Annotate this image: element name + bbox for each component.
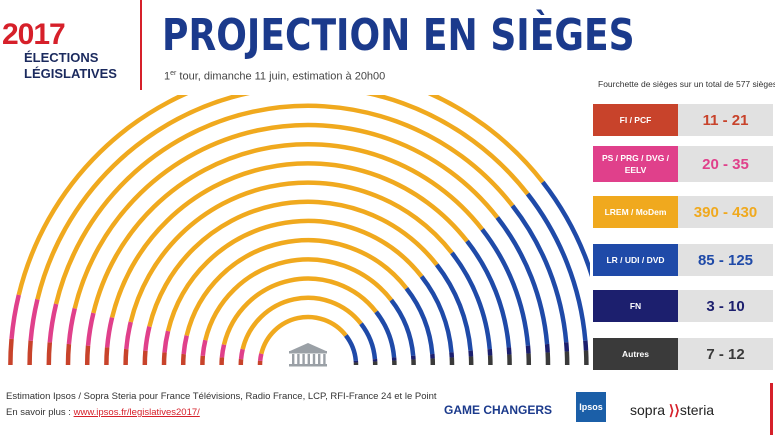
hemicycle-arc-segment — [16, 95, 545, 296]
game-changers-tagline: GAME CHANGERS — [444, 403, 553, 417]
hemicycle-arc-segment — [123, 348, 129, 366]
hemicycle-arc-segment — [359, 322, 378, 360]
hemicycle-arc-segment — [583, 340, 589, 351]
hemicycle-arc-segment — [541, 180, 590, 278]
hemicycle-arc-segment — [104, 316, 115, 348]
hemicycle-arc-segment — [389, 298, 416, 356]
party-name: Autres — [593, 338, 678, 370]
hemicycle-arc-segment — [465, 239, 512, 348]
hemicycle-arc-segment — [165, 218, 424, 332]
party-seat-range: 3 - 10 — [678, 290, 773, 322]
party-seat-range: 85 - 125 — [678, 244, 773, 276]
logo-year: 2017 — [2, 18, 66, 51]
hemicycle-arc-segment — [124, 321, 133, 350]
party-seat-range: 20 - 35 — [678, 146, 773, 182]
party-seat-range: 11 - 21 — [678, 104, 773, 136]
party-row: LR / UDI / DVD 85 - 125 — [593, 244, 773, 276]
footer-source: Estimation Ipsos / Sopra Steria pour Fra… — [6, 391, 437, 402]
hemicycle-arc-segment — [47, 303, 59, 343]
hemicycle-arc-segment — [419, 275, 454, 353]
hemicycle-arc-segment — [66, 307, 77, 345]
hemicycle-arc-segment — [257, 353, 264, 362]
hemicycle-arc-segment — [161, 352, 167, 366]
hemicycle-arc-segment — [480, 227, 531, 346]
hemicycle-arc-segment — [238, 348, 245, 360]
hemicycle-arc-segment — [200, 339, 208, 356]
hemicycle-arc-segment — [84, 345, 91, 366]
hemicycle-arc-segment — [162, 330, 171, 353]
footer-link[interactable]: www.ipsos.fr/legislatives2017/ — [73, 407, 200, 418]
hemicycle-arc-segment — [27, 340, 33, 366]
sopra-word: sopra — [630, 402, 666, 418]
hemicycle-arc-segment — [259, 314, 348, 355]
party-name: LR / UDI / DVD — [593, 244, 678, 276]
subtitle-round-suffix: er — [170, 70, 177, 77]
sopra-steria-logo: sopra ⟩⟩steria — [630, 402, 714, 419]
logo-line-elections: ÉLECTIONS — [24, 50, 99, 65]
party-row: FI / PCF 11 - 21 — [593, 104, 773, 136]
hemicycle-arc-segment — [344, 334, 359, 362]
hemicycle-arc-segment — [434, 263, 473, 351]
hemicycle-arc-segment — [221, 276, 378, 346]
hemicycle-arc-segment — [404, 286, 435, 355]
hemicycle-arc-segment — [181, 335, 189, 355]
footer-more-prefix: En savoir plus : — [6, 407, 74, 418]
hemicycle-arc-segment — [219, 344, 227, 358]
header-divider — [140, 0, 142, 90]
hemicycle-arc-segment — [143, 326, 152, 351]
hemicycle-arc-segment — [128, 180, 454, 323]
page-subtitle: 1er tour, dimanche 11 juin, estimation à… — [164, 70, 385, 83]
hemicycle-arc-segment — [240, 295, 363, 350]
hemicycle-arc-segment — [184, 238, 409, 337]
page-title: PROJECTION EN SIÈGES — [162, 10, 635, 61]
hemicycle-arc-segment — [450, 251, 492, 350]
hemicycle-arc-segment — [495, 216, 550, 345]
hemicycle-arc-segment — [563, 342, 570, 352]
hemicycle-arc-segment — [544, 343, 550, 353]
hemicycle-arc-segment — [53, 103, 515, 305]
hemicycle-arc-segment — [9, 294, 21, 340]
footer-more-info: En savoir plus : www.ipsos.fr/legislativ… — [6, 407, 200, 418]
party-seat-range: 390 - 430 — [678, 196, 773, 228]
party-name: FN — [593, 290, 678, 322]
hemicycle-arc-segment — [104, 347, 110, 366]
hemicycle-arc-segment — [203, 257, 394, 341]
hemicycle-arc-segment — [142, 350, 148, 366]
ipsos-logo: Ipsos — [576, 392, 606, 422]
hemicycle-arc-segment — [374, 310, 397, 358]
hemicycle-arc-segment — [65, 343, 72, 366]
sopra-steria-mark-icon: ⟩⟩ — [668, 402, 680, 418]
hemicycle-arc-segment — [147, 199, 439, 328]
party-name: PS / PRG / DVG / EELV — [593, 146, 678, 182]
assembly-building-icon — [289, 343, 327, 367]
elections-logo: 2017 ÉLECTIONS LÉGISLATIVES — [0, 0, 140, 90]
hemicycle-arc-segment — [85, 312, 96, 346]
party-row: Autres 7 - 12 — [593, 338, 773, 370]
hemicycle-arc-segment — [91, 141, 484, 314]
hemicycle-arc-segment — [525, 192, 588, 341]
party-name: LREM / MoDem — [593, 196, 678, 228]
hemicycle-arc-segment — [72, 122, 500, 309]
party-name: FI / PCF — [593, 104, 678, 136]
range-caption: Fourchette de sièges sur un total de 577… — [598, 79, 775, 89]
hemicycle-chart — [8, 95, 590, 367]
steria-word: steria — [679, 402, 715, 418]
hemicycle-arc-segment — [46, 342, 53, 366]
subtitle-round: 1 — [164, 70, 171, 83]
party-row: FN 3 - 10 — [593, 290, 773, 322]
hemicycle-arc-segment — [35, 95, 530, 300]
corner-accent — [770, 383, 773, 435]
hemicycle-arc-segment — [506, 347, 512, 355]
subtitle-text: tour, dimanche 11 juin, estimation à 20h… — [176, 70, 386, 83]
party-row: PS / PRG / DVG / EELV 20 - 35 — [593, 146, 773, 182]
logo-line-legislatives: LÉGISLATIVES — [24, 66, 117, 81]
hemicycle-arc-segment — [109, 161, 469, 319]
hemicycle-arc-segment — [510, 204, 569, 343]
party-row: LREM / MoDem 390 - 430 — [593, 196, 773, 228]
hemicycle-arc-segment — [525, 345, 531, 354]
hemicycle-arc-segment — [8, 338, 14, 366]
hemicycle-arc-segment — [28, 298, 40, 341]
party-seat-range: 7 - 12 — [678, 338, 773, 370]
